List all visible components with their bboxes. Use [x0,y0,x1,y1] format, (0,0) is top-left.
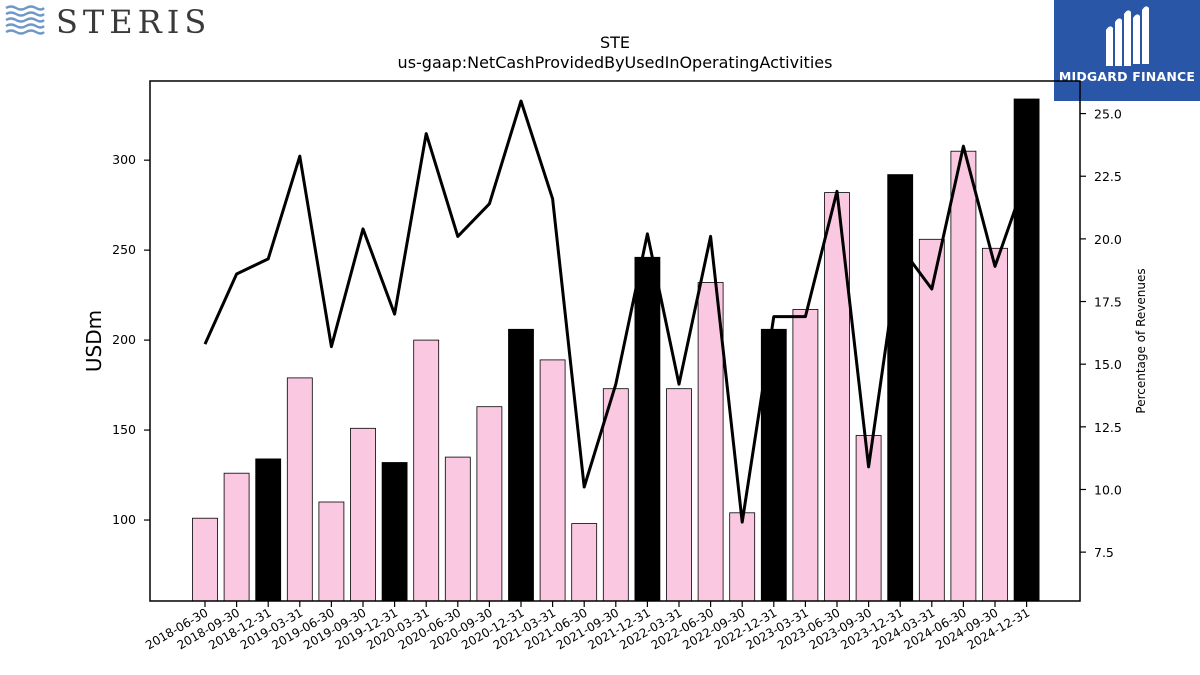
bar-2019-06-30 [318,501,345,602]
y2-tick-label-7.5: 7.5 [1094,545,1114,560]
bar-2018-06-30 [192,517,218,602]
y-tick-label-300: 300 [112,152,136,167]
y2-tick-label-22.5: 22.5 [1094,169,1122,184]
steris-waves-icon [5,5,45,35]
bar-2019-12-31 [381,462,408,602]
y-tick-label-100: 100 [112,512,136,527]
bar-2024-06-30 [950,150,977,602]
bar-2021-09-30 [602,388,629,602]
plot-frame [149,80,1081,602]
bar-2024-12-31 [1013,98,1040,602]
y-axis-right: 7.5 10.0 12.5 15.0 17.5 20.0 22.5 25.0 [1080,107,1122,560]
bar-2019-09-30 [350,427,376,602]
bar-2020-09-30 [476,406,503,602]
bar-2023-03-31 [792,309,819,602]
y2-tick-label-12.5: 12.5 [1094,420,1122,435]
steris-logo: STERIS [4,2,234,42]
y2-tick-label-17.5: 17.5 [1094,295,1122,310]
y-axis-label: USDm [82,310,106,372]
y-tick-label-200: 200 [112,332,136,347]
y2-tick-label-25: 25.0 [1094,107,1122,122]
bar-2022-03-31 [666,388,692,602]
y-axis-left: 100 150 200 250 300 [112,152,150,527]
chart-subtitle: us-gaap:NetCashProvidedByUsedInOperating… [398,53,833,72]
y-tick-label-250: 250 [112,242,136,257]
bar-2020-12-31 [508,328,534,602]
bar-2024-03-31 [918,238,945,602]
midgard-m-icon [1106,6,1149,66]
steris-wordmark: STERIS [56,3,212,41]
bar-2018-09-30 [223,472,250,602]
bar-2022-06-30 [697,282,724,602]
bar-2019-03-31 [286,377,313,602]
bar-2021-06-30 [571,523,598,602]
y-tick-label-150: 150 [112,422,136,437]
midgard-finance-logo: MIDGARD FINANCE [1054,0,1200,101]
bar-2021-12-31 [634,256,661,602]
bar-series [192,98,1040,602]
bar-2020-06-30 [444,456,471,602]
bar-2024-09-30 [982,247,1008,602]
bar-2023-06-30 [824,192,850,602]
percentage-line [203,99,1029,524]
midgard-wordmark: MIDGARD FINANCE [1058,69,1196,84]
y2-tick-label-20: 20.0 [1094,232,1122,247]
x-axis: 2018-06-302018-09-302018-12-312019-03-31… [143,601,1032,652]
bar-2021-03-31 [539,359,566,602]
bar-2023-12-31 [887,174,914,602]
chart-title: STE [600,33,630,52]
y2-tick-label-10: 10.0 [1094,482,1122,497]
bar-2018-12-31 [255,458,282,602]
bar-2022-09-30 [729,512,756,602]
bar-2020-03-31 [413,339,440,602]
y2-axis-label: Percentage of Revenues [1134,268,1148,413]
y2-tick-label-15: 15.0 [1094,357,1122,372]
